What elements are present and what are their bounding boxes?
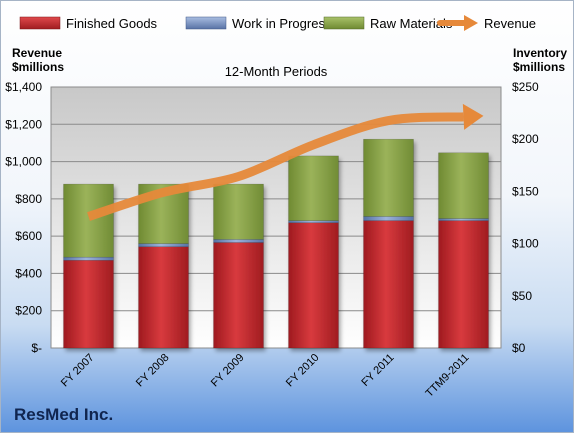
bar-stack [288, 155, 339, 349]
revenue-line [87, 103, 484, 221]
bar-finished-goods [63, 260, 114, 349]
legend-swatch-finished-goods [19, 16, 61, 30]
bar-stack [213, 183, 264, 349]
x-tick-label: FY 2011 [359, 352, 396, 389]
right-tick-label: $200 [512, 132, 539, 146]
bar-raw-materials [213, 183, 264, 240]
bar-stack [438, 152, 489, 349]
bar-work-in-progress [288, 220, 339, 223]
gridlines [51, 86, 501, 312]
x-axis-ticks: FY 2007 FY 2008 FY 2009 FY 2010 FY 2011 TTM9-… [59, 352, 472, 400]
legend-label-raw-materials: Raw Materials [370, 16, 453, 31]
right-tick-label: $150 [512, 184, 539, 198]
bar-work-in-progress [213, 239, 264, 243]
right-tick-label: $250 [512, 80, 539, 94]
x-tick-label: TTM9-2011 [424, 352, 472, 400]
company-name: ResMed Inc. [14, 405, 114, 424]
left-tick-label: $1,200 [5, 117, 42, 131]
chart-subtitle: 12-Month Periods [225, 64, 328, 79]
left-tick-label: $- [31, 341, 42, 355]
left-axis-ticks: $- $200 $400 $600 $800 $1,000 $1,200 $1,400 [5, 80, 42, 355]
bar-raw-materials [363, 138, 414, 217]
bar-raw-materials [438, 152, 489, 219]
legend-label-work-in-progress: Work in Progress [232, 16, 332, 31]
x-tick-label: FY 2010 [284, 352, 322, 390]
bar-work-in-progress [63, 256, 114, 261]
right-axis-title-line2: $millions [513, 60, 565, 74]
bar-work-in-progress [438, 218, 489, 221]
left-tick-label: $400 [15, 266, 42, 280]
bar-finished-goods [213, 242, 264, 349]
legend-swatch-work-in-progress [185, 16, 227, 30]
bar-raw-materials [288, 155, 339, 221]
left-tick-label: $200 [15, 304, 42, 318]
left-tick-label: $600 [15, 229, 42, 243]
bar-work-in-progress [138, 243, 189, 247]
revenue-arrowhead [462, 103, 484, 130]
bar-finished-goods [138, 246, 189, 349]
left-tick-label: $800 [15, 192, 42, 206]
legend: Finished Goods Work in Progress Raw Mate… [19, 15, 536, 31]
legend-label-revenue: Revenue [484, 16, 536, 31]
revenue-line-path [87, 112, 464, 221]
right-tick-label: $100 [512, 237, 539, 251]
bar-stack [138, 183, 189, 349]
bars [63, 138, 489, 349]
legend-label-finished-goods: Finished Goods [66, 16, 158, 31]
left-tick-label: $1,400 [5, 80, 42, 94]
right-tick-label: $50 [512, 289, 532, 303]
bar-finished-goods [363, 220, 414, 349]
x-tick-label: FY 2008 [134, 352, 172, 390]
left-axis-title-line1: Revenue [12, 46, 62, 60]
bar-work-in-progress [363, 216, 414, 221]
left-axis-title-line2: $millions [12, 60, 64, 74]
plot-area [50, 86, 502, 349]
bar-raw-materials [63, 183, 114, 258]
bar-stack [63, 183, 114, 349]
left-tick-label: $1,000 [5, 155, 42, 169]
right-tick-label: $0 [512, 341, 526, 355]
x-tick-label: FY 2009 [209, 352, 247, 390]
right-axis-ticks: $0 $50 $100 $150 $200 $250 [512, 80, 539, 355]
bar-finished-goods [288, 222, 339, 349]
legend-swatch-raw-materials [323, 16, 365, 30]
right-axis-title-line1: Inventory [513, 46, 567, 60]
bar-finished-goods [438, 220, 489, 349]
bar-stack [363, 138, 414, 349]
legend-arrowhead-revenue [464, 15, 478, 31]
x-tick-label: FY 2007 [59, 352, 97, 390]
